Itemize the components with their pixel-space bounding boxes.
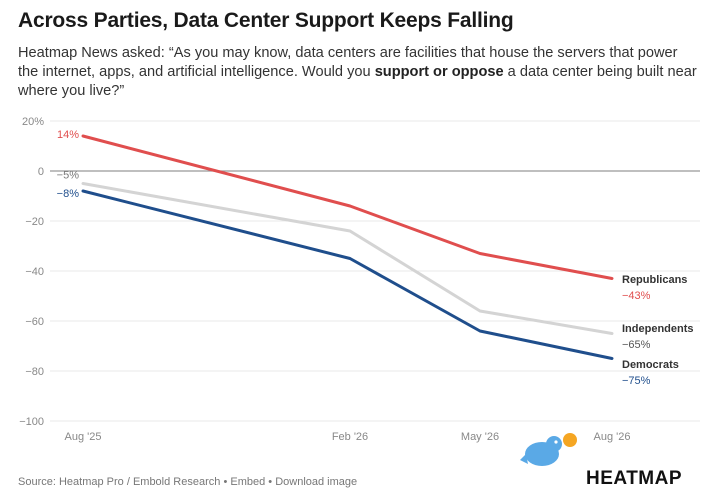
bird-watermark-icon (520, 433, 577, 466)
source-note: Source: Heatmap Pro / Embold Research (18, 476, 221, 488)
download-image-link[interactable]: Download image (275, 476, 358, 488)
x-tick-label: Feb '26 (332, 431, 368, 443)
y-tick-label: −80 (25, 366, 44, 378)
heatmap-logo: HEATMAP (586, 468, 683, 489)
x-tick-label: May '26 (461, 431, 499, 443)
y-tick-label: −60 (25, 316, 44, 328)
series-name-label: Republicans (622, 274, 687, 286)
footer-separator: • (223, 476, 228, 488)
footer-separator: • (268, 476, 273, 488)
embed-link[interactable]: Embed (230, 476, 266, 488)
series-name-label: Independents (622, 323, 694, 335)
y-tick-label: −20 (25, 216, 44, 228)
series-name-label: Democrats (622, 359, 679, 371)
end-value-label: −75% (622, 375, 651, 387)
y-tick-label: 0 (38, 166, 44, 178)
y-tick-label: −40 (25, 266, 44, 278)
y-tick-label: −100 (19, 416, 44, 428)
subtitle-text-1: Heatmap News asked: “As you may know, da… (18, 45, 678, 80)
end-value-label: −65% (622, 339, 651, 351)
start-value-label: −8% (57, 188, 80, 200)
line-chart: 20% 0 −20 −40 −60 −80 −100 Aug '25 Feb '26 May '2… (19, 116, 700, 443)
y-tick-label: 20% (22, 116, 44, 128)
start-value-label: −5% (57, 170, 80, 182)
start-value-label: 14% (57, 129, 79, 141)
x-tick-label: Aug '26 (594, 431, 631, 443)
subtitle-text-2: a data center being built near where you… (18, 64, 697, 99)
chart-subtitle: Heatmap News asked: “As you may know, da… (18, 44, 698, 101)
end-value-label: −43% (622, 290, 651, 302)
subtitle-emphasis: support or oppose (374, 64, 504, 80)
series-line-democrats (81, 189, 614, 360)
series-line-independents (81, 182, 614, 335)
x-tick-label: Aug '25 (65, 431, 102, 443)
series-line-republicans (81, 134, 614, 280)
chart-title: Across Parties, Data Center Support Keep… (18, 9, 514, 32)
footer: Source: Heatmap Pro / Embold Research • … (18, 476, 357, 488)
